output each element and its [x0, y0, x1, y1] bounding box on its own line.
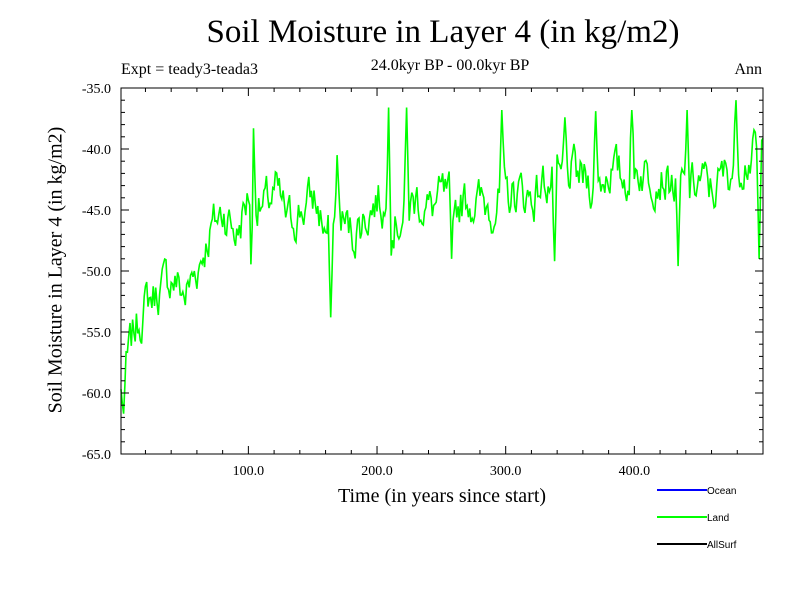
chart-title: Soil Moisture in Layer 4 (in kg/m2): [206, 14, 680, 50]
land-series-line: [120, 100, 764, 414]
x-axis-label: Time (in years since start): [337, 485, 547, 507]
x-tick-label: 400.0: [619, 464, 651, 479]
x-tick-label: 300.0: [490, 464, 522, 479]
y-tick-label: -45.0: [82, 204, 111, 219]
y-tick-label: -35.0: [82, 82, 111, 97]
chart-subtitle: 24.0kyr BP - 00.0kyr BP: [370, 57, 530, 74]
season-label: Ann: [734, 61, 762, 78]
y-tick-label: -65.0: [82, 448, 111, 463]
x-tick-label: 200.0: [361, 464, 393, 479]
plot-frame: [120, 87, 764, 455]
experiment-label: Expt = teady3-teada3: [121, 61, 258, 78]
y-tick-label: -60.0: [82, 387, 111, 402]
y-tick-label: -50.0: [82, 265, 111, 280]
x-tick-label: 100.0: [233, 464, 265, 479]
y-tick-label: -40.0: [82, 143, 111, 158]
legend-label-ocean: Ocean: [707, 486, 736, 497]
legend-label-land: Land: [707, 513, 729, 524]
y-tick-label: -55.0: [82, 326, 111, 341]
legend-label-allsurf: AllSurf: [707, 540, 737, 551]
